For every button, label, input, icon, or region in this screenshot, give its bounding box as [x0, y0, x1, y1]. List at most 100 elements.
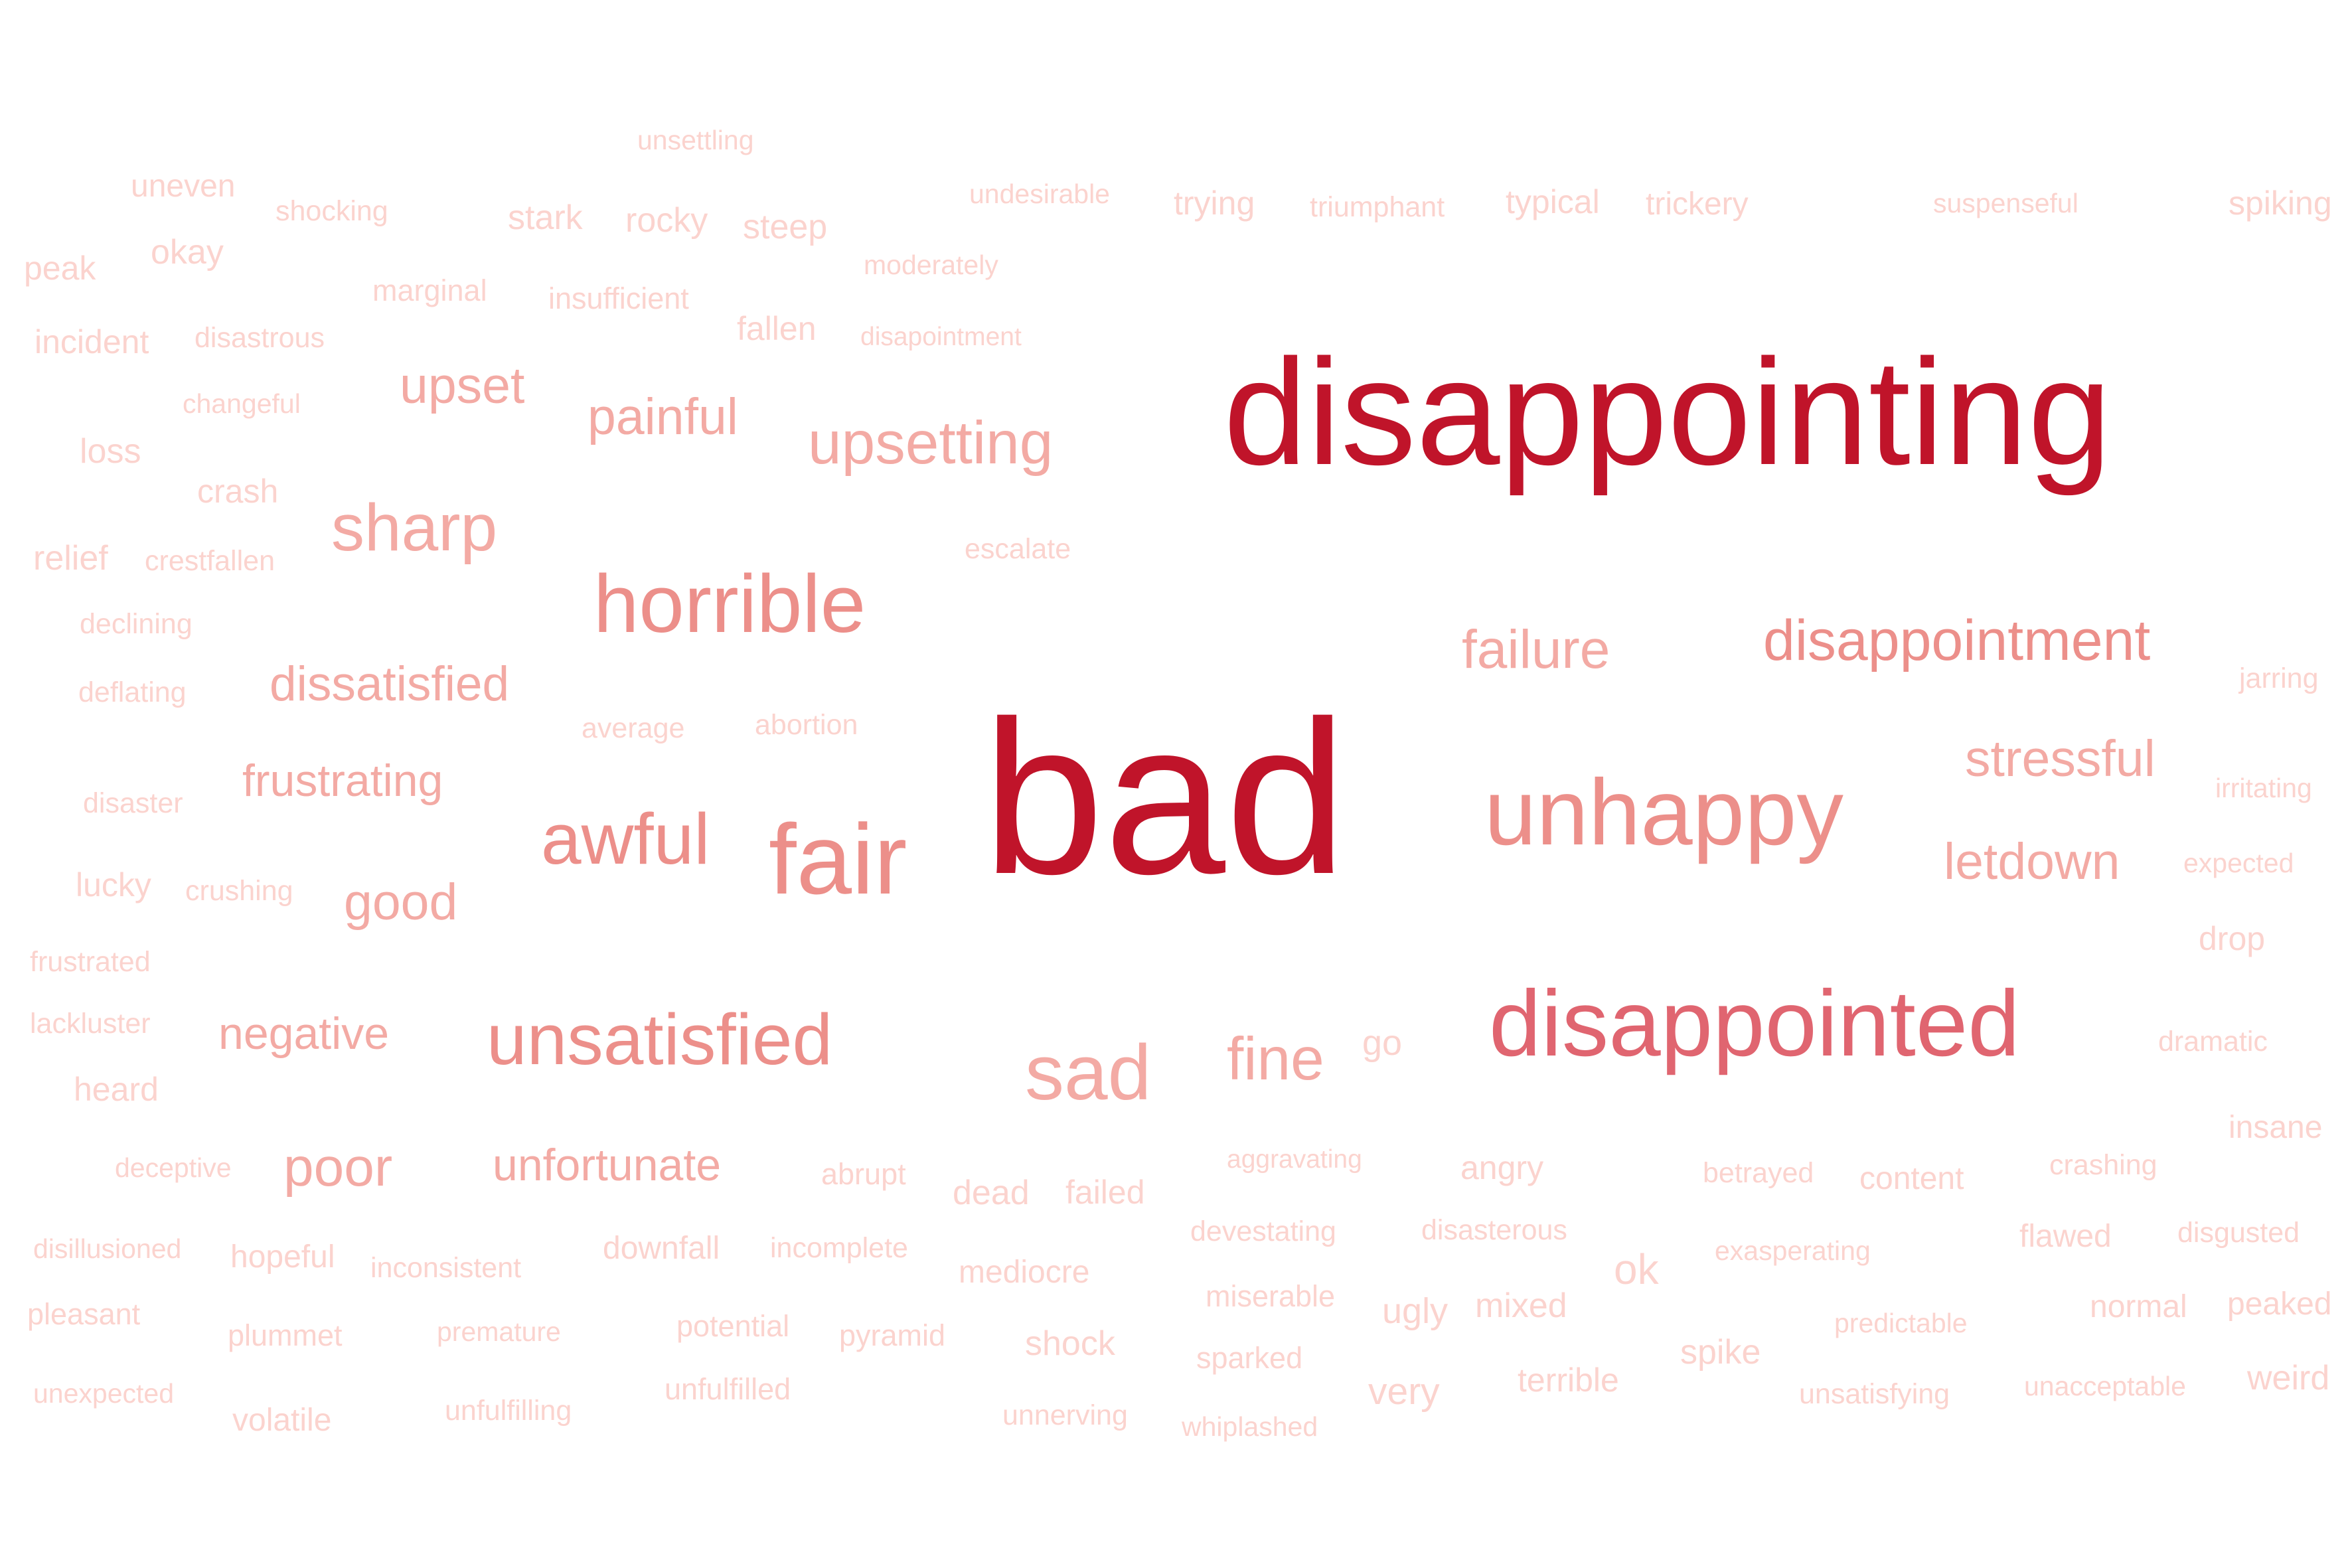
word-unnerving: unnerving	[1002, 1399, 1128, 1431]
word-crestfallen: crestfallen	[145, 545, 275, 577]
word-exasperating: exasperating	[1715, 1235, 1871, 1266]
word-frustrated: frustrated	[30, 946, 151, 978]
word-mixed: mixed	[1475, 1287, 1567, 1325]
word-painful: painful	[588, 388, 738, 445]
word-insufficient: insufficient	[548, 281, 689, 315]
word-pleasant: pleasant	[27, 1297, 141, 1331]
word-fair: fair	[769, 803, 907, 915]
word-dissatisfied: dissatisfied	[270, 657, 510, 711]
word-unsettling: unsettling	[637, 125, 754, 155]
word-shock: shock	[1025, 1324, 1115, 1363]
word-abrupt: abrupt	[821, 1157, 906, 1191]
word-devestating: devestating	[1190, 1215, 1336, 1247]
word-relief: relief	[33, 539, 108, 578]
word-rocky: rocky	[625, 201, 708, 240]
word-go: go	[1362, 1023, 1403, 1063]
word-stark: stark	[508, 198, 583, 237]
word-upsetting: upsetting	[808, 410, 1054, 477]
word-dramatic: dramatic	[2158, 1026, 2268, 1058]
word-mediocre: mediocre	[959, 1255, 1090, 1290]
word-good: good	[344, 874, 458, 931]
word-disappointing: disappointing	[1223, 329, 2112, 497]
word-angry: angry	[1460, 1149, 1544, 1186]
word-very: very	[1368, 1370, 1440, 1413]
word-escalate: escalate	[965, 533, 1071, 565]
word-plummet: plummet	[228, 1318, 343, 1352]
word-horrible: horrible	[593, 559, 866, 650]
word-jarring: jarring	[2239, 663, 2319, 694]
word-typical: typical	[1506, 183, 1600, 220]
word-bad: bad	[982, 675, 1347, 919]
word-failure: failure	[1462, 619, 1610, 680]
word-downfall: downfall	[603, 1231, 720, 1266]
word-aggravating: aggravating	[1227, 1145, 1362, 1174]
word-awful: awful	[541, 799, 710, 880]
word-triumphant: triumphant	[1310, 191, 1445, 223]
word-lucky: lucky	[76, 866, 151, 903]
word-average: average	[582, 712, 685, 744]
word-weird: weird	[2247, 1359, 2330, 1397]
word-disillusioned: disillusioned	[33, 1233, 182, 1264]
word-disastrous: disastrous	[195, 322, 325, 354]
word-disasterous: disasterous	[1421, 1214, 1567, 1246]
word-deflating: deflating	[78, 676, 187, 708]
word-heard: heard	[74, 1071, 159, 1108]
word-unfortunate: unfortunate	[493, 1140, 722, 1190]
word-ok: ok	[1614, 1245, 1659, 1293]
word-fine: fine	[1227, 1026, 1324, 1093]
word-upset: upset	[400, 357, 525, 414]
word-crash: crash	[197, 473, 279, 510]
word-unfulfilled: unfulfilled	[665, 1372, 791, 1406]
word-suspenseful: suspenseful	[1933, 188, 2078, 218]
word-unhappy: unhappy	[1484, 759, 1844, 864]
word-negative: negative	[218, 1008, 390, 1059]
word-stressful: stressful	[1965, 730, 2156, 787]
word-marginal: marginal	[372, 274, 487, 307]
word-spike: spike	[1680, 1333, 1761, 1372]
word-pyramid: pyramid	[839, 1318, 946, 1352]
word-sparked: sparked	[1196, 1341, 1303, 1375]
word-frustrating: frustrating	[242, 755, 443, 806]
word-steep: steep	[743, 208, 828, 246]
word-irritating: irritating	[2215, 773, 2312, 803]
word-crushing: crushing	[185, 875, 293, 907]
word-unsatisfying: unsatisfying	[1799, 1378, 1950, 1410]
word-content: content	[1859, 1161, 1964, 1196]
word-normal: normal	[2090, 1289, 2187, 1324]
word-unexpected: unexpected	[33, 1378, 175, 1409]
word-miserable: miserable	[1206, 1279, 1336, 1313]
word-drop: drop	[2199, 920, 2266, 957]
word-flawed: flawed	[2019, 1219, 2112, 1254]
word-unacceptable: unacceptable	[2024, 1371, 2186, 1401]
word-fallen: fallen	[737, 310, 817, 347]
word-disgusted: disgusted	[2177, 1217, 2300, 1249]
word-loss: loss	[80, 432, 141, 471]
word-unsatisfied: unsatisfied	[487, 999, 833, 1080]
word-shocking: shocking	[275, 195, 388, 227]
word-okay: okay	[151, 233, 224, 272]
word-disaster: disaster	[83, 787, 183, 819]
word-ugly: ugly	[1382, 1291, 1449, 1331]
word-poor: poor	[283, 1137, 393, 1198]
word-hopeful: hopeful	[230, 1239, 335, 1275]
word-trickery: trickery	[1646, 187, 1749, 222]
word-sad: sad	[1025, 1029, 1152, 1117]
word-whiplashed: whiplashed	[1182, 1411, 1318, 1442]
word-spiking: spiking	[2229, 185, 2332, 222]
word-declining: declining	[80, 608, 193, 640]
word-trying: trying	[1174, 185, 1255, 222]
word-terrible: terrible	[1518, 1362, 1619, 1399]
word-disapointment: disapointment	[860, 323, 1022, 351]
word-predictable: predictable	[1834, 1308, 1968, 1338]
word-lackluster: lackluster	[30, 1008, 151, 1040]
word-uneven: uneven	[131, 169, 236, 204]
word-failed: failed	[1065, 1174, 1145, 1211]
word-volatile: volatile	[232, 1403, 332, 1438]
word-peak: peak	[24, 250, 96, 287]
word-premature: premature	[437, 1316, 561, 1347]
word-deceptive: deceptive	[115, 1152, 232, 1183]
word-disappointment: disappointment	[1763, 609, 2151, 672]
word-undesirable: undesirable	[969, 179, 1110, 209]
word-moderately: moderately	[864, 250, 998, 280]
